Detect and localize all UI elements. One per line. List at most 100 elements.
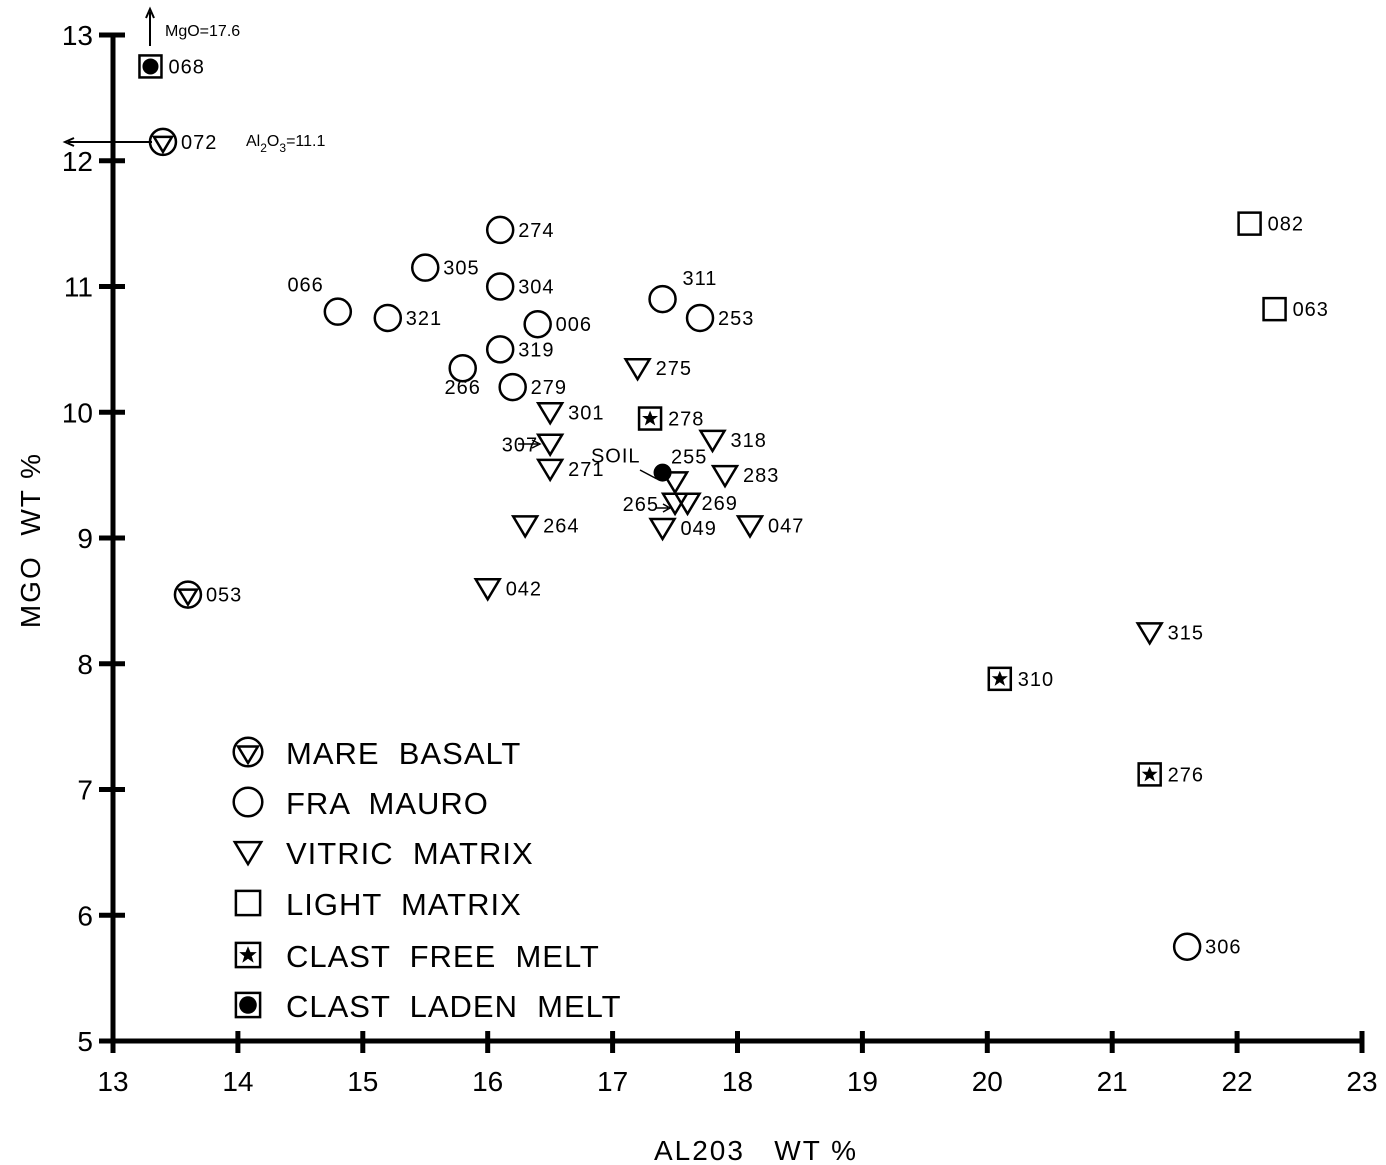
x-tick-label: 20 [972,1066,1003,1097]
al2o3-value: =11.1 [286,133,325,150]
legend-label-clm: CLAST LADEN MELT [286,989,622,1024]
circle-shape [232,786,264,818]
data-point-066 [323,297,353,326]
circle-shape [1172,932,1202,961]
legend-label-light: LIGHT MATRIX [286,887,522,922]
data-label-266: 266 [445,377,481,399]
triangle-shape [698,429,727,454]
triangle-shape [660,492,690,517]
triangle-shape [535,458,565,483]
data-label-306: 306 [1205,937,1241,959]
triangle-shape [648,517,677,542]
data-point-047 [735,515,765,539]
al2o3-sub1: 2 [260,141,267,155]
triangle-shape [473,578,502,602]
data-label-269: 269 [702,493,738,515]
square-shape [637,406,663,431]
data-points [138,54,1287,961]
data-label-053: 053 [206,585,242,607]
data-label-304: 304 [518,277,554,299]
triangle-shape [623,357,652,382]
soil-leader [639,469,658,480]
y-tick-label: 8 [77,649,93,680]
data-point-306 [1172,932,1202,961]
data-label-305: 305 [443,258,479,280]
circle-shape [648,284,677,314]
x-tick-label: 17 [597,1066,628,1097]
data-label-301: 301 [568,402,604,424]
data-label-315: 315 [1168,622,1204,644]
arrow-307 [518,439,542,449]
square-shape [138,54,163,79]
circle-shape [232,736,264,768]
y-tick-label: 6 [77,900,93,931]
circle-shape [498,372,527,402]
triangle-shape [510,515,540,539]
circle-shape [148,127,178,157]
data-point-301 [535,402,565,426]
x-axis-title: AL203 WT % [654,1135,858,1165]
triangle-shape [235,745,261,766]
data-point-049 [648,517,677,542]
data-label-319: 319 [518,339,554,361]
data-label-307: 307 [502,435,538,457]
data-point-269 [673,492,702,517]
y-tick-label: 9 [77,523,93,554]
data-point-266 [448,353,477,383]
legend-marker-fra [232,786,264,818]
triangle-shape [673,492,702,517]
data-point-307 [535,433,565,458]
data-label-253: 253 [718,308,754,330]
arrow-265 [656,503,672,513]
triangle-shape [535,433,565,458]
data-label-082: 082 [1268,214,1304,236]
data-label-047: 047 [768,515,804,537]
data-point-006 [523,309,552,339]
circle-shape [523,309,552,339]
data-point-soil [653,463,672,482]
data-label-274: 274 [518,220,554,242]
star-shape [239,946,257,963]
data-point-321 [373,303,403,333]
data-point-274 [485,215,515,245]
data-point-275 [623,357,652,382]
data-label-255: 255 [671,446,707,468]
legend-label-vitric: VITRIC MATRIX [286,836,534,871]
al2o3-sub2: 3 [279,141,286,155]
data-point-305 [411,253,440,282]
square-shape [234,941,262,969]
data-label-042: 042 [506,578,542,600]
data-point-310 [987,666,1013,692]
x-tick-label: 21 [1097,1066,1128,1097]
circle-shape [323,297,353,326]
legend-marker-mare [232,736,264,768]
legend-marker-clm [234,991,262,1019]
al2o3-arrow-head [62,137,75,147]
data-label-063: 063 [1293,299,1329,321]
data-point-315 [1135,622,1164,646]
data-label-318: 318 [731,430,767,452]
circle-shape [485,215,515,245]
square-shape [234,991,262,1019]
data-label-311: 311 [683,268,718,290]
y-tick-label: 11 [64,272,93,303]
al2o3-mid: O [267,133,279,150]
data-point-072 [148,127,178,157]
circle-shape [411,253,440,282]
data-label-265: 265 [623,494,659,516]
star-shape [1141,766,1158,782]
data-label-275: 275 [656,358,692,380]
annotations: MgO=17.6 Al2O3=11.1 [62,6,672,513]
square-shape [1237,211,1262,236]
data-label-279: 279 [531,377,567,399]
data-point-265 [660,492,690,517]
star-shape [991,670,1008,686]
square-shape [234,889,262,917]
data-point-283 [710,464,740,489]
y-tick-label: 12 [62,146,93,177]
data-label-321: 321 [406,308,442,330]
mgo-arrow-head [145,6,155,19]
